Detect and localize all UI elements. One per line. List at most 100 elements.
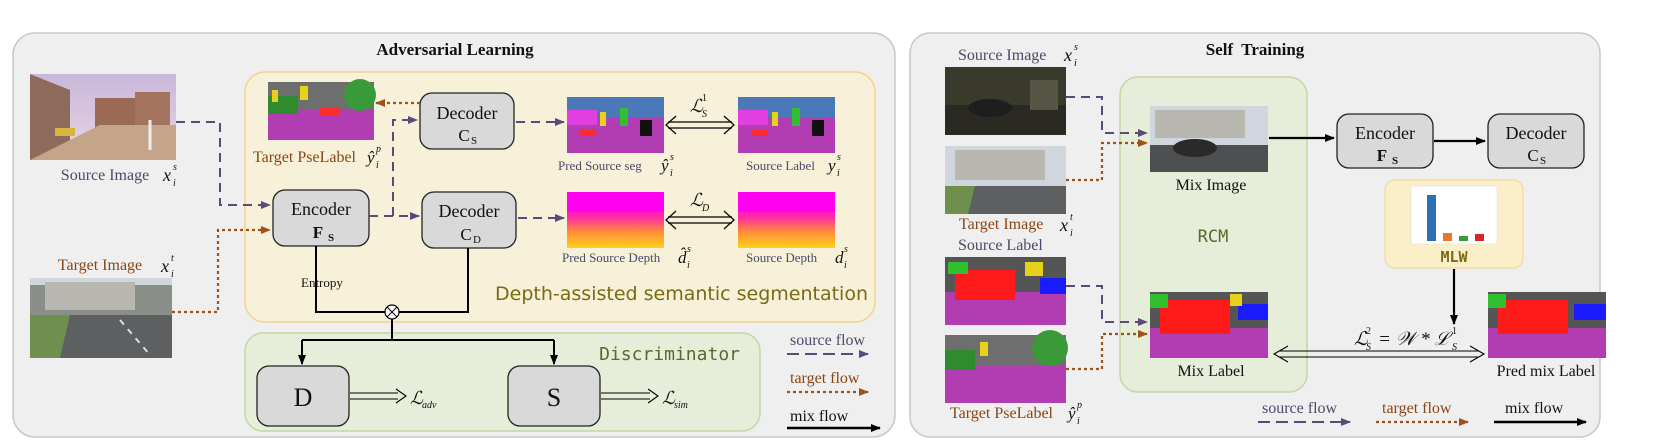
source-image-label: Source Image xyxy=(61,167,149,184)
st-symbol-yp: ŷ i p xyxy=(1066,400,1082,427)
arrow-to-loss-sim xyxy=(601,388,659,404)
svg-text:s: s xyxy=(844,244,848,255)
symbol-ys-hat: ŷ i s xyxy=(659,152,674,179)
mix-label-thumbnail xyxy=(1150,292,1268,358)
svg-text:S: S xyxy=(547,383,561,412)
target-image-label: Target Image xyxy=(58,257,142,274)
legend-mix-label: mix flow xyxy=(790,408,849,425)
svg-text:x: x xyxy=(160,256,169,276)
self-training-title: Self Training xyxy=(1206,40,1305,59)
svg-text:d: d xyxy=(835,248,844,267)
svg-text:D: D xyxy=(701,203,710,214)
st-target-image-label: Target Image xyxy=(959,216,1043,233)
symbol-xs: x i s xyxy=(162,162,177,189)
svg-text:p: p xyxy=(375,144,381,155)
symbol-d-hat: d̂ i s xyxy=(678,244,691,271)
st-target-pselabel-thumbnail xyxy=(945,330,1068,403)
mix-flow-lines-right xyxy=(1269,134,1486,325)
svg-text:ℒ: ℒ xyxy=(662,388,676,408)
pred-mix-label-label: Pred mix Label xyxy=(1497,363,1596,380)
double-arrow-depth xyxy=(665,210,735,230)
legend-source-label: source flow xyxy=(790,332,866,349)
svg-text:D: D xyxy=(294,383,313,412)
decoder-cs-block: Decoder C S xyxy=(419,92,515,150)
st-decoder-block: Decoder C S xyxy=(1487,113,1585,169)
multiply-node xyxy=(384,304,400,320)
svg-text:Decoder: Decoder xyxy=(439,201,500,221)
svg-text:Decoder: Decoder xyxy=(1506,123,1567,143)
svg-text:i: i xyxy=(837,168,840,179)
svg-text:i: i xyxy=(171,269,174,280)
svg-text:Decoder: Decoder xyxy=(437,103,498,123)
svg-text:s: s xyxy=(173,162,177,173)
svg-text:ℒ: ℒ xyxy=(410,388,424,408)
formula-ls2: ℒ S 2 = 𝒲 * ℒ S 1 xyxy=(1354,326,1457,353)
svg-text:S: S xyxy=(1392,155,1398,167)
svg-text:S: S xyxy=(1540,155,1546,167)
loss-sim: ℒ sim xyxy=(662,388,688,411)
mix-image-label: Mix Image xyxy=(1176,177,1247,194)
st-symbol-xt: x i t xyxy=(1059,212,1073,239)
target-image-thumbnail xyxy=(30,278,172,358)
mix-image-thumbnail xyxy=(1150,106,1268,172)
svg-text:i: i xyxy=(1074,58,1077,69)
symbol-yp: ŷ i p xyxy=(365,144,381,171)
svg-text:t: t xyxy=(171,253,174,264)
st-encoder-block: Encoder F S xyxy=(1336,113,1434,169)
svg-text:S: S xyxy=(328,232,334,244)
pred-mix-label-thumbnail xyxy=(1488,292,1606,358)
depth-panel xyxy=(244,71,876,323)
discriminator-s-block: S xyxy=(507,365,601,427)
encoder-block: Encoder F S xyxy=(272,189,370,247)
st-source-label-thumbnail xyxy=(945,257,1066,325)
svg-text:x: x xyxy=(1059,215,1068,235)
double-arrow-seg xyxy=(665,115,735,135)
svg-text:x: x xyxy=(1063,45,1072,65)
svg-text:Encoder: Encoder xyxy=(1355,123,1415,143)
svg-text:S: S xyxy=(471,135,477,147)
st-target-image-thumbnail xyxy=(945,146,1066,214)
svg-text:ŷ: ŷ xyxy=(365,148,375,167)
symbol-ys: y i s xyxy=(826,152,841,179)
svg-text:1: 1 xyxy=(702,93,707,104)
svg-text:Encoder: Encoder xyxy=(291,199,351,219)
svg-text:F: F xyxy=(313,223,323,242)
arrow-to-loss-adv xyxy=(350,388,407,404)
loss-d: ℒ D xyxy=(690,190,710,214)
pred-source-depth-label: Pred Source Depth xyxy=(562,250,661,265)
adversarial-title: Adversarial Learning xyxy=(376,40,534,59)
svg-text:C: C xyxy=(1527,146,1538,165)
svg-text:ŷ: ŷ xyxy=(659,156,669,175)
legend-left: source flow target flow mix flow xyxy=(787,332,881,432)
depth-panel-title: Depth-assisted semantic segmentation xyxy=(495,283,868,305)
svg-text:s: s xyxy=(670,152,674,163)
svg-text:i: i xyxy=(376,160,379,171)
svg-text:C: C xyxy=(458,126,469,145)
svg-text:ℒ: ℒ xyxy=(1354,329,1369,350)
source-depth-label: Source Depth xyxy=(746,250,818,265)
st-legend-source-label: source flow xyxy=(1262,400,1338,417)
svg-text:s: s xyxy=(1074,42,1078,53)
svg-text:= 𝒲 * ℒ: = 𝒲 * ℒ xyxy=(1378,329,1453,350)
target-pselabel-thumbnail xyxy=(268,79,376,140)
pred-source-seg-label: Pred Source seg xyxy=(558,158,642,173)
svg-text:D: D xyxy=(473,234,481,246)
target-flow-lines-left xyxy=(172,99,420,314)
legend-right: source flow target flow mix flow xyxy=(1258,400,1587,426)
svg-text:i: i xyxy=(844,260,847,271)
svg-text:sim: sim xyxy=(674,400,688,411)
svg-text:i: i xyxy=(1077,416,1080,427)
svg-text:p: p xyxy=(1076,400,1082,411)
loss-s1: ℒ S 1 xyxy=(690,93,707,120)
source-label-thumbnail xyxy=(738,97,835,153)
svg-text:t: t xyxy=(1070,212,1073,223)
mlw-block: MLW xyxy=(1384,179,1524,269)
svg-text:i: i xyxy=(670,168,673,179)
st-source-image-label: Source Image xyxy=(958,47,1046,64)
svg-text:2: 2 xyxy=(1366,326,1371,337)
svg-text:C: C xyxy=(460,225,471,244)
loss-adv: ℒ adv xyxy=(410,388,437,411)
symbol-xt: x i t xyxy=(160,253,174,280)
svg-text:1: 1 xyxy=(1452,326,1457,337)
discriminator-title: Discriminator xyxy=(599,344,740,365)
